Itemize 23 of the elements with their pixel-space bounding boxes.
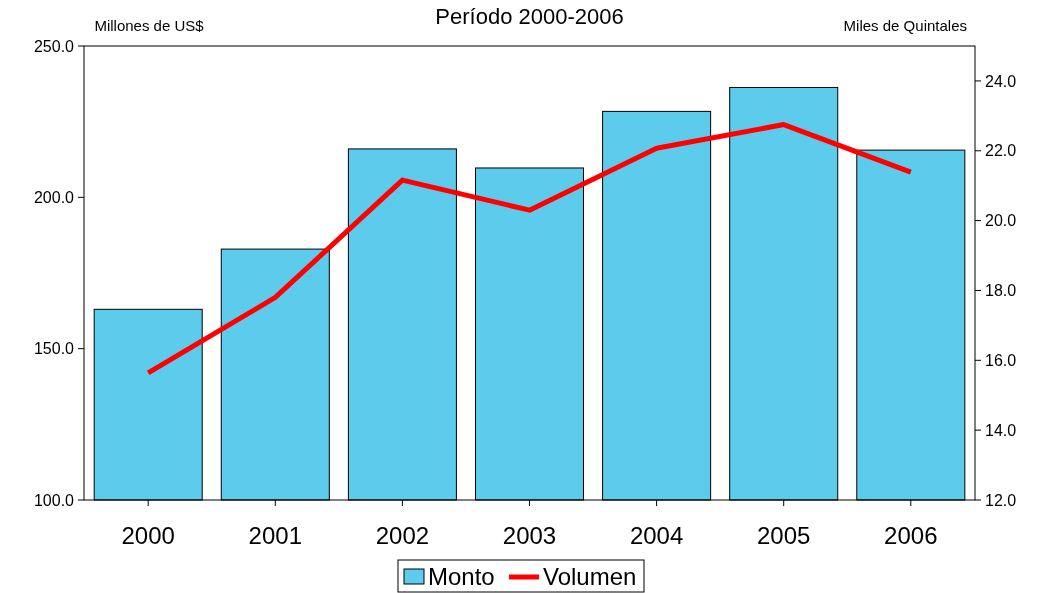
y-tick-label: 100.0 [33, 491, 75, 509]
y2-tick-label: 24.0 [985, 72, 1017, 90]
chart-title: Período 2000-2006 [435, 4, 624, 29]
x-tick-label: 2002 [375, 522, 430, 549]
x-tick-label: 2003 [502, 522, 557, 549]
x-tick-label: 2005 [757, 522, 811, 549]
x-tick-label: 2004 [629, 522, 684, 549]
y-axis-title: Millones de US$ [94, 17, 205, 34]
x-tick-label: 2000 [121, 522, 175, 549]
y-tick-label: 150.0 [33, 340, 75, 358]
y-tick-label: 250.0 [33, 37, 75, 55]
y2-axis-title: Miles de Quintales [843, 17, 967, 34]
x-tick-label: 2001 [248, 522, 302, 549]
y2-tick-label: 20.0 [985, 212, 1017, 230]
x-tick-label: 2006 [884, 522, 938, 549]
y2-tick-label: 16.0 [985, 351, 1017, 369]
y2-tick-label: 12.0 [985, 491, 1017, 509]
y2-tick-label: 14.0 [985, 421, 1017, 439]
legend-label: Monto [428, 563, 495, 591]
y-tick-label: 200.0 [33, 188, 75, 206]
y2-tick-label: 18.0 [985, 282, 1017, 300]
y2-tick-label: 22.0 [985, 142, 1017, 160]
legend-label: Volumen [543, 563, 637, 591]
